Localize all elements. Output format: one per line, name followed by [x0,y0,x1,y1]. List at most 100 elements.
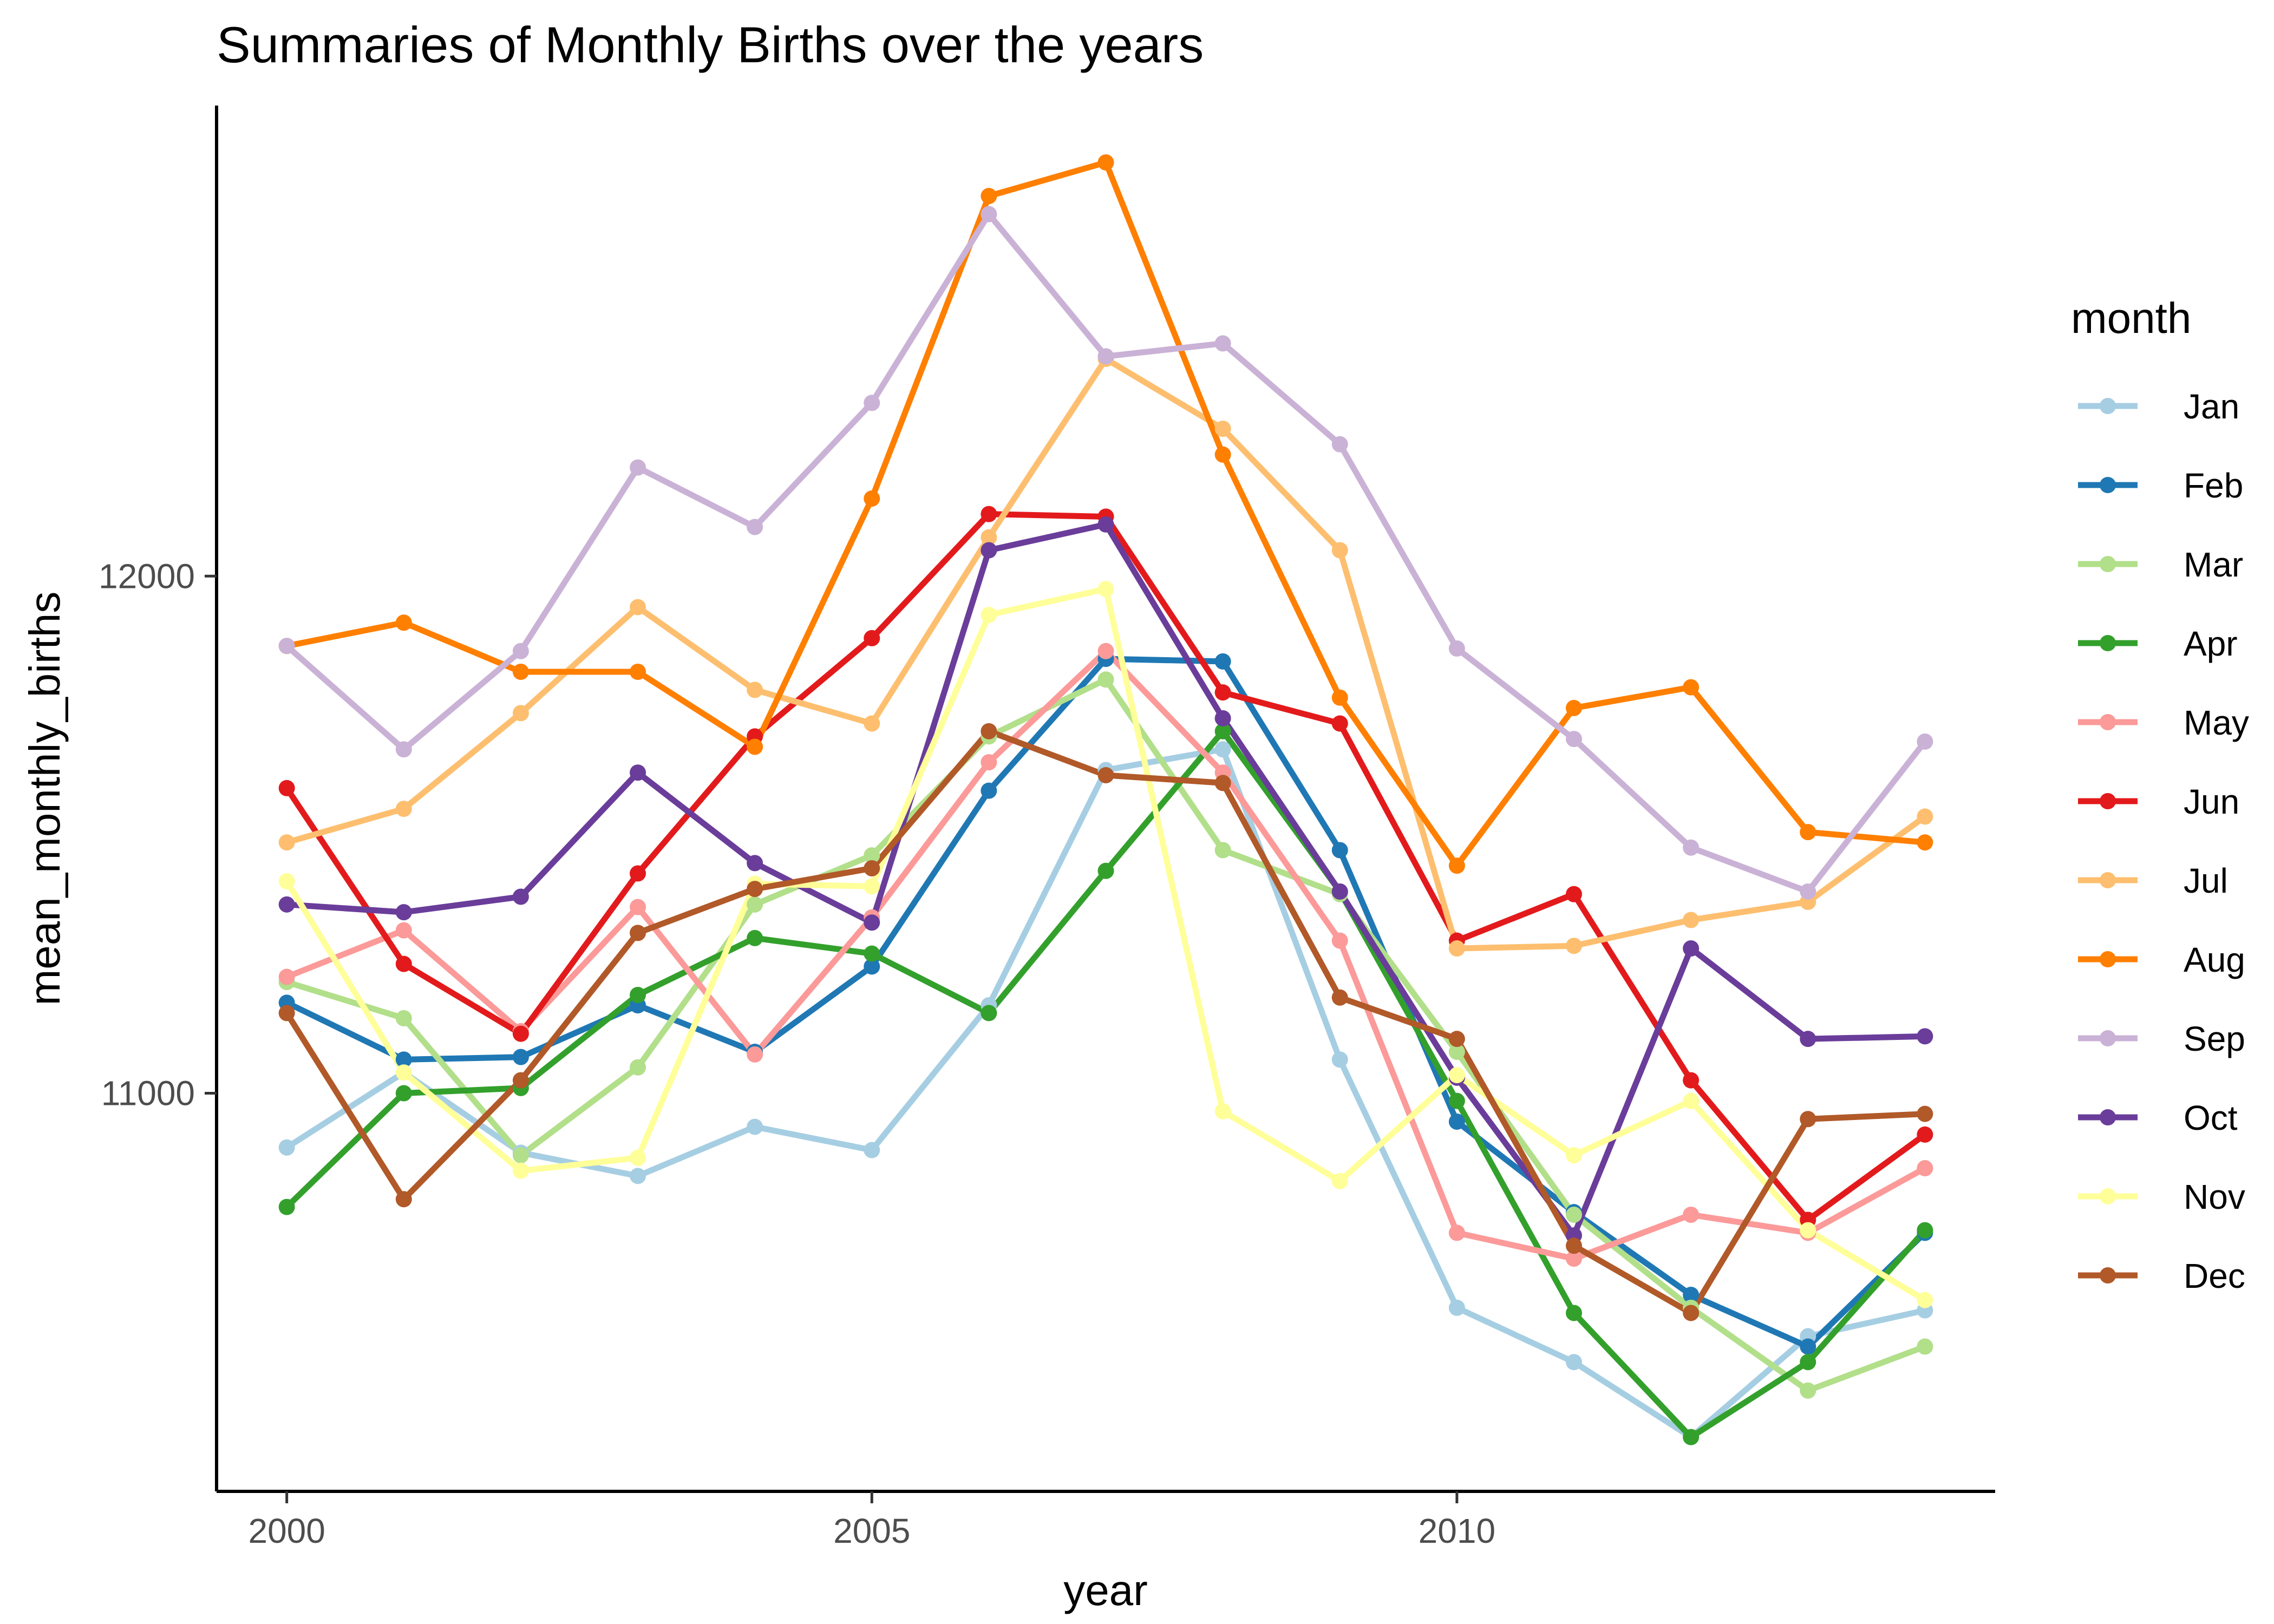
data-point-jan [1448,1299,1465,1316]
legend-item-nov: Nov [2078,1177,2245,1216]
legend-key-point [2100,635,2116,651]
legend-label: Apr [2184,624,2238,663]
data-point-oct [512,888,529,905]
legend-key-point [2100,398,2116,414]
data-point-oct [278,896,295,913]
data-point-jan [747,1118,763,1135]
legend-key-point [2100,714,2116,730]
data-point-aug [864,490,880,507]
data-point-jul [1331,542,1348,559]
data-point-nov [981,606,997,623]
plot-area: 2000 2005 2010 11000 12000 [99,106,1995,1550]
data-point-apr [1683,1429,1700,1445]
legend-label: Feb [2184,466,2243,505]
legend-key-point [2100,477,2116,493]
legend-label: Sep [2184,1019,2245,1058]
data-point-nov [1800,1222,1816,1239]
data-point-dec [1800,1111,1816,1128]
legend-label: Jan [2184,387,2239,426]
legend-label: Dec [2184,1256,2245,1295]
data-point-jun [981,506,997,522]
legend-item-may: May [2078,703,2249,742]
data-point-nov [1448,1067,1465,1084]
legend-items: Jan Feb Mar Apr May Jun Jul Aug Sep Oct Nov Dec [2078,387,2249,1295]
series-points [278,154,1933,1445]
data-point-dec [512,1072,529,1089]
data-point-oct [1214,710,1231,726]
legend-key-point [2100,556,2116,572]
data-point-apr [1565,1305,1582,1321]
legend-item-oct: Oct [2078,1098,2238,1137]
data-point-jul [1917,808,1933,825]
data-point-jun [864,630,880,646]
data-point-jun [630,865,646,882]
data-point-may [1917,1160,1933,1176]
data-point-dec [278,1005,295,1021]
data-point-aug [1683,679,1700,696]
data-point-aug [1917,834,1933,851]
data-point-apr [395,1085,412,1102]
legend-label: Jul [2184,861,2228,900]
legend-title: month [2071,294,2191,342]
data-point-dec [1917,1105,1933,1122]
data-point-feb [1331,842,1348,859]
data-point-aug [1097,154,1114,171]
data-point-jun [512,1025,529,1042]
legend-item-aug: Aug [2078,940,2245,979]
legend-key-point [2100,1188,2116,1204]
data-point-dec [981,723,997,739]
data-point-sep [630,459,646,476]
data-point-apr [981,1005,997,1021]
legend-item-sep: Sep [2078,1019,2245,1058]
data-point-jun [1683,1072,1700,1089]
data-point-sep [512,643,529,659]
data-point-apr [864,945,880,962]
data-point-mar [1448,1044,1465,1060]
legend-key-point [2100,793,2116,809]
legend-item-jul: Jul [2078,861,2228,900]
data-point-jan [1214,741,1231,758]
data-point-feb [395,1051,412,1068]
data-point-dec [630,925,646,941]
legend-item-dec: Dec [2078,1256,2245,1295]
data-point-jun [1331,715,1348,732]
data-point-feb [1800,1338,1816,1355]
data-point-jun [278,780,295,796]
data-point-mar [864,847,880,864]
legend-label: May [2184,703,2249,742]
legend-item-jun: Jun [2078,782,2239,821]
data-point-jun [1917,1126,1933,1143]
data-point-dec [395,1191,412,1208]
data-point-jul [1214,421,1231,437]
data-point-sep [864,395,880,411]
data-point-sep [1097,348,1114,365]
data-point-oct [1917,1028,1933,1045]
data-point-apr [1448,1092,1465,1109]
data-point-oct [981,542,997,559]
data-point-may [630,899,646,915]
data-point-nov [1331,1173,1348,1189]
data-point-may [1448,1224,1465,1241]
data-point-jul [1683,912,1700,928]
data-point-nov [395,1064,412,1081]
data-point-nov [512,1162,529,1179]
data-point-jan [630,1168,646,1184]
chart-title: Summaries of Monthly Births over the yea… [217,16,1204,73]
data-point-jul [278,834,295,851]
legend-label: Aug [2184,940,2245,979]
x-tick-label: 2000 [248,1511,325,1550]
y-axis-ticks: 11000 12000 [99,556,217,1112]
data-point-sep [278,638,295,654]
data-point-dec [864,860,880,876]
data-point-dec [747,881,763,898]
legend: month Jan Feb Mar Apr May Jun Jul Aug Sep Oct Nov D… [2071,294,2249,1295]
data-point-sep [1683,839,1700,856]
data-point-aug [1214,446,1231,463]
data-point-nov [1917,1292,1933,1308]
data-point-apr [747,929,763,946]
data-point-oct [747,855,763,872]
legend-item-feb: Feb [2078,466,2243,505]
data-point-sep [1214,335,1231,352]
data-point-mar [1097,671,1114,688]
